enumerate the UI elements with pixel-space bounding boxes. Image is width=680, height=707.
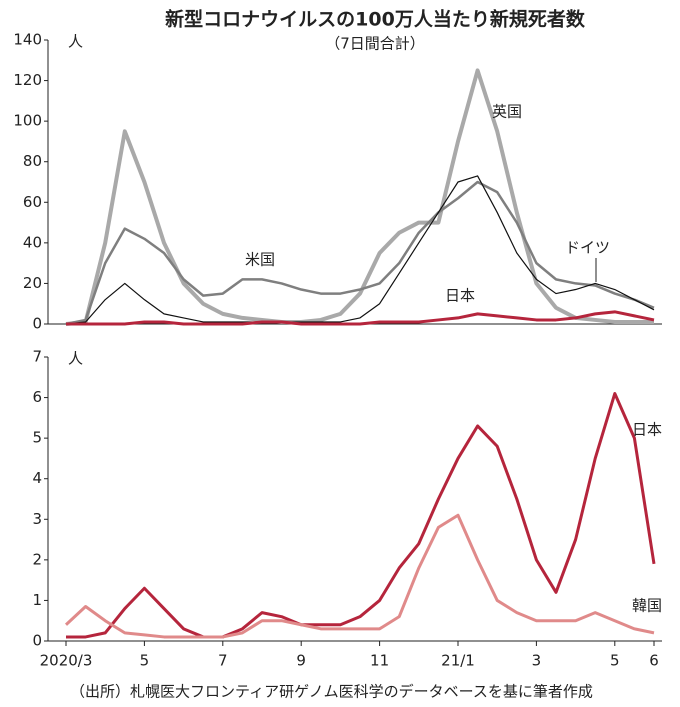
x-tick-label: 21/1 [441, 652, 475, 670]
y-tick-label: 140 [13, 31, 42, 49]
y-tick-label: 80 [23, 152, 42, 170]
data-line [64, 513, 655, 639]
series-label: 韓国 [632, 597, 662, 615]
y-tick-label: 2 [32, 550, 42, 568]
x-tick-label: 5 [140, 652, 150, 670]
data-line [65, 180, 655, 326]
x-tick-label: 11 [370, 652, 389, 670]
source-note: （出所）札幌医大フロンティア研ゲノム医科学のデータベースを基に筆者作成 [70, 683, 593, 701]
x-tick-label: 5 [610, 652, 620, 670]
y-tick-label: 120 [13, 71, 42, 89]
y-tick-label: 60 [23, 193, 42, 211]
y-unit: 人 [68, 33, 83, 51]
y-tick-label: 5 [32, 429, 42, 447]
y-tick-label: 7 [32, 348, 42, 366]
data-line [66, 392, 656, 639]
data-line [66, 310, 655, 326]
data-line [65, 68, 654, 326]
x-tick-label: 6 [649, 652, 659, 670]
series-label: 英国 [492, 103, 522, 121]
chart-subtitle: （7日間合計） [325, 35, 425, 53]
y-tick-label: 0 [32, 632, 42, 650]
y-tick-label: 6 [32, 388, 42, 406]
x-tick-label: 3 [532, 652, 542, 670]
y-tick-label: 100 [13, 112, 42, 130]
x-tick-label: 9 [296, 652, 306, 670]
series-label: ドイツ [565, 239, 610, 257]
data-line [65, 175, 655, 325]
x-tick-label: 7 [218, 652, 228, 670]
y-tick-label: 4 [32, 469, 42, 487]
y-tick-label: 3 [32, 510, 42, 528]
y-tick-label: 1 [32, 591, 42, 609]
y-unit: 人 [68, 350, 83, 368]
series-label: 日本 [632, 421, 662, 439]
y-tick-label: 40 [23, 233, 42, 251]
x-tick-label: 2020/3 [40, 652, 93, 670]
series-label: 日本 [445, 287, 475, 305]
series-label: 米国 [245, 251, 275, 269]
chart-title: 新型コロナウイルスの100万人当たり新規死者数 [165, 8, 586, 31]
y-tick-label: 20 [23, 274, 42, 292]
y-tick-label: 0 [32, 315, 42, 333]
